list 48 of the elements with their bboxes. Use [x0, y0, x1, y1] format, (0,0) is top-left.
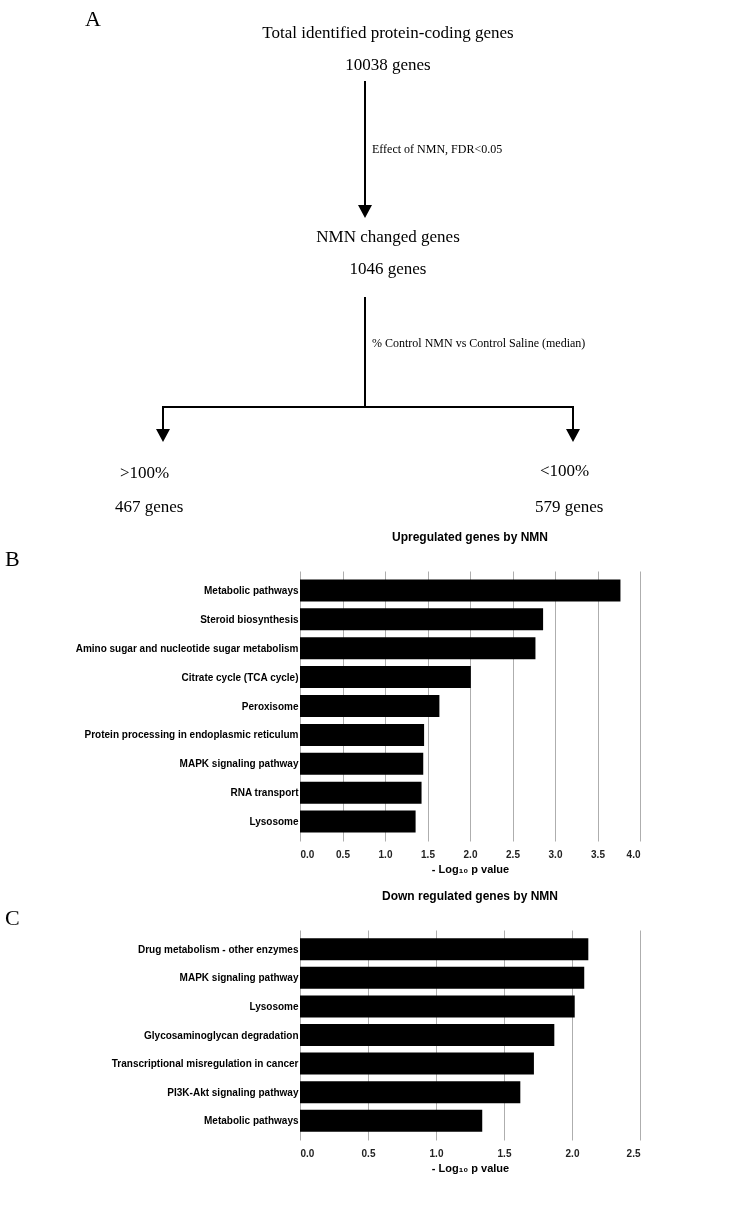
- text: Total identified protein-coding genes: [262, 23, 514, 42]
- x-tick-label: 3.5: [591, 848, 606, 860]
- chart-title: Upregulated genes by NMN: [391, 530, 549, 544]
- y-tick-label: RNA transport: [230, 787, 300, 799]
- x-tick-label: 1.5: [497, 1147, 512, 1159]
- text: >100%: [120, 463, 170, 482]
- x-tick-label: 4.0: [626, 848, 641, 860]
- x-tick-label: 2.0: [565, 1147, 580, 1159]
- x-tick-label: 0.0: [300, 848, 315, 860]
- y-tick-label: MAPK signaling pathway: [179, 972, 299, 984]
- x-axis-title: - Log₁₀ p value: [431, 862, 510, 875]
- text: <100%: [540, 461, 590, 480]
- text: NMN changed genes: [316, 227, 460, 246]
- y-tick-label: Transcriptional misregulation in cancer: [111, 1058, 299, 1070]
- y-tick-label: MAPK signaling pathway: [179, 758, 299, 770]
- x-tick-label: 3.0: [548, 848, 563, 860]
- x-tick-label: 0.5: [336, 848, 351, 860]
- y-tick-label: Lysosome: [249, 1000, 299, 1012]
- x-axis-title: - Log₁₀ p value: [431, 1161, 510, 1174]
- y-tick-label: Metabolic pathways: [204, 1115, 299, 1127]
- x-tick-label: 1.0: [429, 1147, 444, 1159]
- text: Effect of NMN, FDR<0.05: [372, 142, 503, 156]
- y-tick-label: Peroxisome: [241, 700, 299, 712]
- x-tick-label: 1.5: [421, 848, 436, 860]
- y-tick-label: Steroid biosynthesis: [200, 613, 299, 625]
- text: 10038 genes: [345, 55, 431, 74]
- chart-title: Down regulated genes by NMN: [381, 889, 559, 903]
- text: C: [5, 905, 20, 930]
- y-tick-label: Amino sugar and nucleotide sugar metabolism: [75, 642, 299, 654]
- y-tick-label: Glycosaminoglycan degradation: [144, 1029, 299, 1041]
- text: % Control NMN vs Control Saline (median): [372, 336, 586, 350]
- x-tick-label: 2.5: [506, 848, 521, 860]
- y-tick-label: Protein processing in endoplasmic reticulum: [84, 729, 299, 741]
- x-tick-label: 0.0: [300, 1147, 315, 1159]
- text: 467 genes: [115, 497, 184, 516]
- text: A: [85, 6, 101, 31]
- y-tick-label: Lysosome: [249, 816, 299, 828]
- y-tick-label: Citrate cycle (TCA cycle): [181, 671, 299, 683]
- text: B: [5, 546, 20, 571]
- y-tick-label: Drug metabolism - other enzymes: [137, 943, 299, 955]
- text: 579 genes: [535, 497, 604, 516]
- y-tick-label: PI3K-Akt signaling pathway: [167, 1086, 299, 1098]
- x-tick-label: 2.0: [463, 848, 478, 860]
- y-tick-label: Metabolic pathways: [204, 584, 299, 596]
- x-tick-label: 2.5: [626, 1147, 641, 1159]
- text: 1046 genes: [349, 259, 427, 278]
- x-tick-label: 0.5: [361, 1147, 376, 1159]
- x-tick-label: 1.0: [378, 848, 393, 860]
